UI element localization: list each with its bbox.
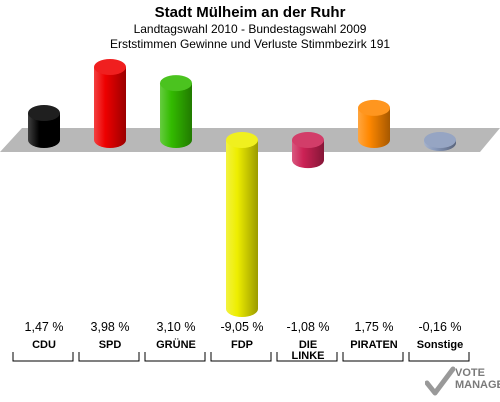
- chart-title: Stadt Mülheim an der Ruhr: [154, 4, 346, 21]
- bar-cdu: [28, 105, 60, 148]
- category-bracket-gr-ne: [144, 352, 206, 362]
- bar-top-cap: [292, 132, 324, 148]
- value-label-fdp: -9,05 %: [220, 320, 263, 334]
- bar-body: [226, 140, 258, 309]
- category-label-sonstige: Sonstige: [417, 339, 463, 351]
- category-label-gr-ne: GRÜNE: [156, 338, 196, 351]
- chart-titles: Stadt Mülheim an der Ruhr Landtagswahl 2…: [0, 4, 500, 52]
- bar-bottom-cap: [358, 132, 390, 148]
- bar-sonstige: [424, 132, 456, 151]
- value-label-cdu: 1,47 %: [25, 320, 64, 334]
- bar-top-cap: [94, 59, 126, 75]
- category-bracket-piraten: [342, 352, 404, 362]
- bar-top-cap: [226, 132, 258, 148]
- category-label-die-linke: LINKE: [292, 350, 325, 362]
- category-bracket-spd: [78, 352, 140, 362]
- value-label-sonstige: -0,16 %: [418, 320, 461, 334]
- value-label-die-linke: -1,08 %: [286, 320, 329, 334]
- bar-gr-ne: [160, 75, 192, 148]
- bar-bottom-cap: [28, 132, 60, 148]
- category-bracket-die-linke: [276, 352, 338, 362]
- logo-text-line1: VOTE: [455, 367, 485, 379]
- category-label-fdp: FDP: [231, 339, 253, 351]
- bar-bottom-cap: [226, 301, 258, 317]
- value-label-piraten: 1,75 %: [355, 320, 394, 334]
- bar-body: [94, 67, 126, 140]
- category-bracket-cdu: [12, 352, 74, 362]
- category-label-cdu: CDU: [32, 339, 56, 351]
- bar-die-linke: [292, 132, 324, 169]
- bar-bottom-cap: [292, 152, 324, 169]
- category-bracket-sonstige: [408, 352, 470, 362]
- bar-fdp: [226, 132, 258, 317]
- category-bracket-fdp: [210, 352, 272, 362]
- value-label-gr-ne: 3,10 %: [157, 320, 196, 334]
- chart-bars: [28, 59, 456, 317]
- bar-top-cap: [424, 132, 456, 148]
- bar-bottom-cap: [94, 132, 126, 148]
- bar-spd: [94, 59, 126, 148]
- bar-top-cap: [358, 99, 390, 116]
- value-label-spd: 3,98 %: [91, 320, 130, 334]
- checkmark-icon: [424, 366, 456, 396]
- chart-subtitle-1: Landtagswahl 2010 - Bundestagswahl 2009: [133, 22, 367, 36]
- logo-text-line2: MANAGER: [455, 379, 500, 391]
- category-label-spd: SPD: [99, 339, 122, 351]
- bar-body: [160, 83, 192, 140]
- bar-top-cap: [28, 105, 60, 122]
- bar-piraten: [358, 99, 390, 148]
- category-label-piraten: PIRATEN: [350, 339, 398, 351]
- vote-manager-logo: VOTE MANAGER: [424, 365, 500, 400]
- chart-labels: 1,47 % CDU 3,98 % SPD 3,10 % GRÜNE -9,05 % FDP -…: [12, 320, 470, 362]
- bar-top-cap: [160, 75, 192, 92]
- chart-subtitle-2: Erststimmen Gewinne und Verluste Stimmbe…: [109, 37, 391, 51]
- logo-text: VOTE MANAGER: [455, 367, 500, 391]
- category-label-die-linke: DIE: [299, 339, 317, 351]
- bar-bottom-cap: [160, 132, 192, 148]
